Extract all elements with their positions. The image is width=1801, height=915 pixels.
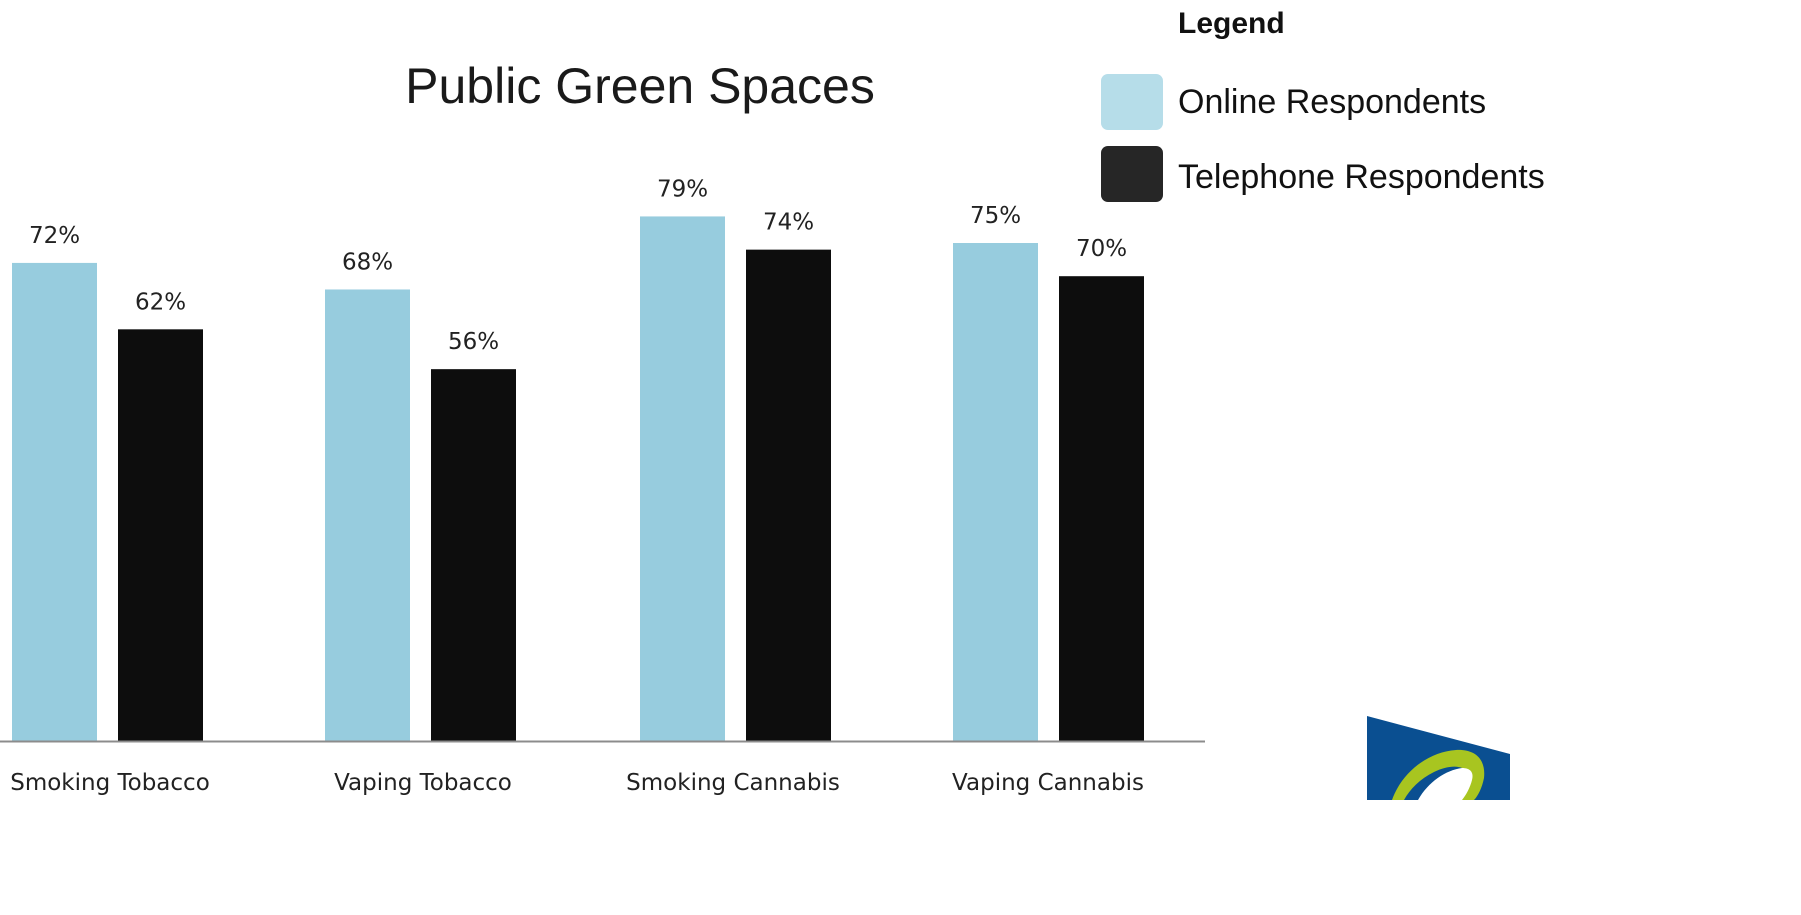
logo — [1367, 716, 1510, 800]
bar-telephone-respondents-vaping-cannabis — [1059, 276, 1144, 741]
category-label-vaping-cannabis: Vaping Cannabis — [952, 770, 1144, 796]
bar-online-respondents-vaping-tobacco — [325, 289, 410, 741]
category-label-smoking-tobacco: Smoking Tobacco — [10, 770, 210, 796]
value-label-online-respondents-smoking-cannabis: 79% — [657, 176, 708, 202]
category-label-vaping-tobacco: Vaping Tobacco — [334, 770, 512, 796]
logo-white-stroke — [1418, 768, 1473, 800]
category-labels-group: Smoking Tobacco Vaping Tobacco Smoking Can… — [10, 770, 1144, 796]
legend-label-telephone: Telephone Respondents — [1178, 158, 1545, 196]
legend-swatch-telephone — [1101, 146, 1163, 202]
category-label-smoking-cannabis: Smoking Cannabis — [626, 770, 840, 796]
bar-online-respondents-vaping-cannabis — [953, 243, 1038, 741]
bar-telephone-respondents-smoking-cannabis — [746, 249, 831, 741]
value-label-telephone-respondents-vaping-tobacco: 56% — [448, 329, 499, 355]
value-label-telephone-respondents-smoking-cannabis: 74% — [763, 210, 814, 236]
bars-group — [12, 216, 1144, 741]
value-label-online-respondents-smoking-tobacco: 72% — [29, 223, 80, 249]
value-label-online-respondents-vaping-tobacco: 68% — [342, 249, 393, 275]
legend-label-online: Online Respondents — [1178, 83, 1486, 121]
legend-heading: Legend — [1178, 7, 1285, 40]
bar-telephone-respondents-vaping-tobacco — [431, 369, 516, 741]
value-labels-group: 72% 62% 68% 56% 79% 74% 75% 70% — [29, 176, 1127, 355]
value-label-online-respondents-vaping-cannabis: 75% — [970, 203, 1021, 229]
legend-swatch-online — [1101, 74, 1163, 130]
value-label-telephone-respondents-smoking-tobacco: 62% — [135, 289, 186, 315]
value-label-telephone-respondents-vaping-cannabis: 70% — [1076, 236, 1127, 262]
bar-online-respondents-smoking-tobacco — [12, 262, 97, 741]
chart-title: Public Green Spaces — [405, 58, 875, 114]
bar-telephone-respondents-smoking-tobacco — [118, 329, 203, 741]
legend: Legend Online Respondents Telephone Resp… — [1101, 7, 1545, 202]
bar-online-respondents-smoking-cannabis — [640, 216, 725, 741]
logo-green-swoosh — [1392, 749, 1485, 800]
